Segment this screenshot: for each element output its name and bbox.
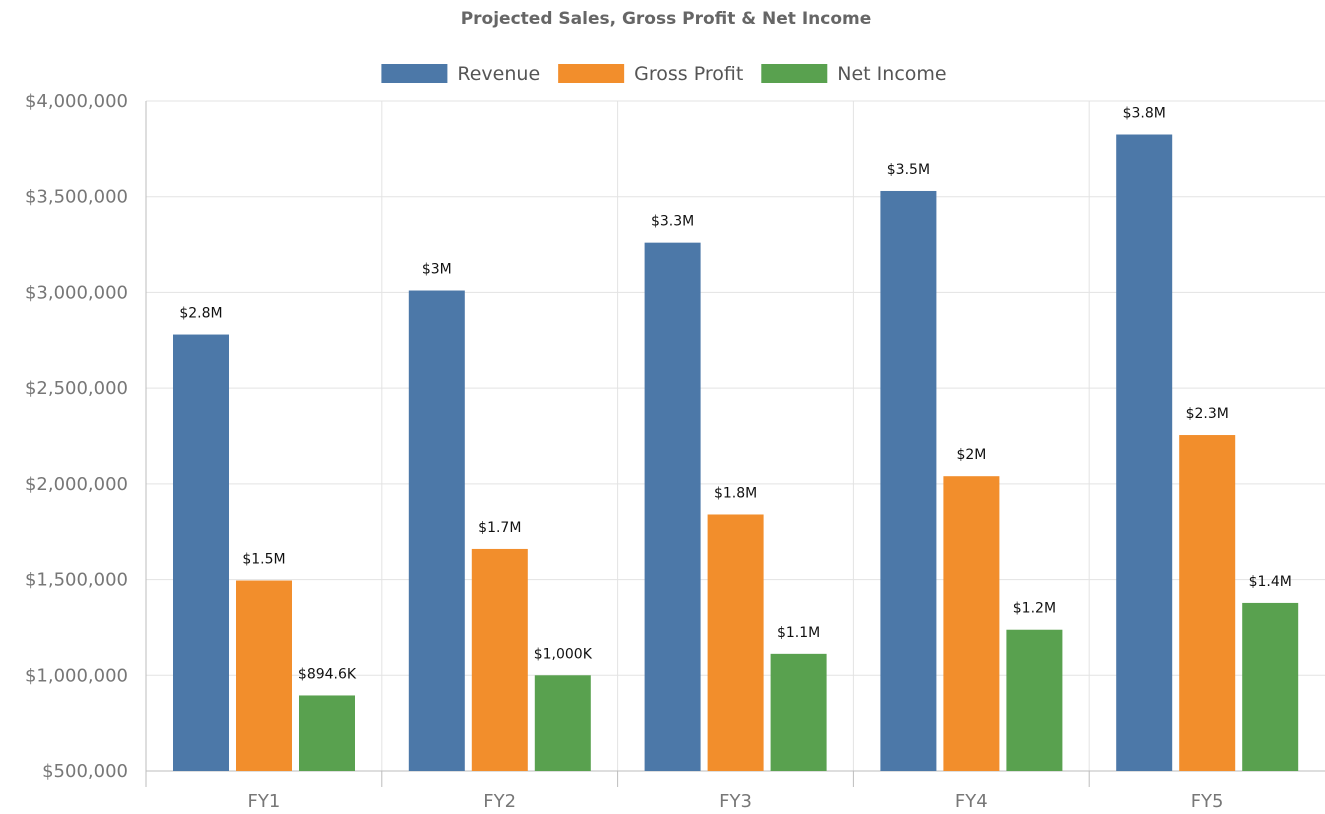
x-axis: FY1 FY2 FY3 FY4 FY5 [146,770,1325,812]
data-label: $1.7M [478,520,521,536]
bar [299,695,355,771]
bar [1006,629,1063,771]
data-label: $2.8M [179,306,222,322]
data-label: $1.2M [1013,601,1056,617]
data-label: $1.1M [777,625,820,641]
data-label: $894.6K [298,666,357,682]
y-tick-label: $3,000,000 [25,282,128,303]
legend-swatch [761,64,828,83]
data-label: $3.3M [651,214,694,230]
bar [707,514,764,771]
y-tick-label: $4,000,000 [25,91,128,112]
legend-swatch [558,64,625,83]
y-tick-label: $500,000 [42,761,128,782]
bar [1242,602,1299,771]
y-tick-label: $2,500,000 [25,378,128,399]
data-label: $2M [956,447,986,463]
legend-label: Gross Profit [634,63,743,85]
grid-lines [146,100,1325,772]
bar [1179,435,1236,771]
legend-swatch [381,64,448,83]
data-label: $1,000K [534,646,593,662]
data-label: $1.8M [714,485,757,501]
y-tick-label: $2,000,000 [25,474,128,495]
bar [644,242,701,771]
bar [534,675,591,771]
legend-label: Net Income [837,63,946,85]
x-tick-label: FY2 [483,791,516,812]
y-tick-label: $3,500,000 [25,187,128,208]
bars [173,134,1299,771]
chart-legend: Revenue Gross Profit Net Income [381,63,947,85]
data-labels: $2.8M $3M $3.3M $3.5M $3.8M $1.5M $1.7M $1.8M $2… [179,106,1291,683]
data-label: $3.5M [887,162,930,178]
y-axis: $500,000 $1,000,000 $1,500,000 $2,000,000 $2… [25,91,147,787]
bar [173,334,229,771]
data-label: $3.8M [1123,106,1166,122]
bar [236,580,292,771]
chart-title: Projected Sales, Gross Profit & Net Inco… [461,9,872,29]
y-tick-label: $1,000,000 [25,665,128,686]
x-tick-label: FY4 [955,791,988,812]
bar [408,290,465,771]
data-label: $3M [422,262,452,278]
bar [471,548,528,771]
data-label: $1.4M [1249,574,1292,590]
data-label: $2.3M [1186,406,1229,422]
legend-label: Revenue [457,63,540,85]
data-label: $1.5M [242,552,285,568]
bar [770,653,827,771]
x-tick-label: FY3 [719,791,752,812]
bar [880,190,937,771]
bar [943,476,1000,771]
y-tick-label: $1,500,000 [25,570,128,591]
x-tick-label: FY5 [1191,791,1224,812]
x-tick-label: FY1 [247,791,280,812]
bar [1116,134,1173,771]
